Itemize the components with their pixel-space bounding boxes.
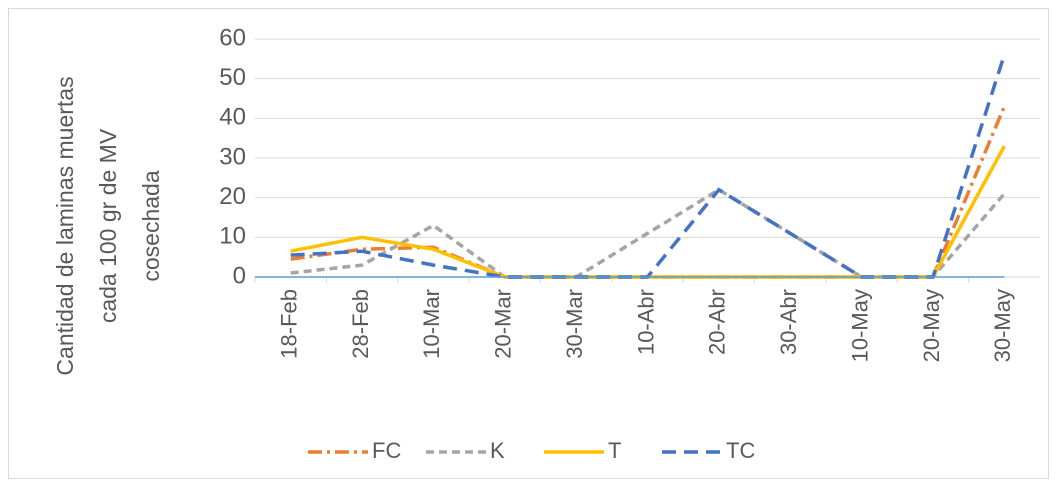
legend-label: K <box>490 438 505 463</box>
x-tick-label: 28-Feb <box>348 289 373 359</box>
x-tick-label: 10-May <box>847 289 872 362</box>
series-line <box>290 187 1006 279</box>
legend-label: TC <box>726 438 755 463</box>
x-tick-label: 30-May <box>990 289 1015 362</box>
x-tick-label: 20-Abr <box>705 289 730 355</box>
y-tick-label: 10 <box>219 223 246 250</box>
legend-label: FC <box>372 438 401 463</box>
x-tick-label: 30-Mar <box>562 289 587 359</box>
x-tick-label: 18-Feb <box>276 289 301 359</box>
x-tick-label: 10-Abr <box>633 289 658 355</box>
y-axis-label: Cantidad de laminas muertas <box>52 76 78 375</box>
y-tick-label: 40 <box>219 104 246 131</box>
chart-frame <box>8 8 1049 479</box>
x-tick-label: 30-Abr <box>776 289 801 355</box>
y-axis-label: cada 100 gr de MV <box>95 128 121 323</box>
x-tick-label: 10-Mar <box>419 289 444 359</box>
y-tick-label: 30 <box>219 143 246 170</box>
y-tick-label: 0 <box>233 262 246 289</box>
legend-label: T <box>608 438 621 463</box>
y-tick-label: 50 <box>219 64 246 91</box>
y-tick-label: 20 <box>219 183 246 210</box>
x-tick-label: 20-May <box>919 289 944 362</box>
x-tick-label: 20-Mar <box>491 289 516 359</box>
y-tick-label: 60 <box>219 24 246 51</box>
y-axis-label: cosechada <box>138 170 164 281</box>
